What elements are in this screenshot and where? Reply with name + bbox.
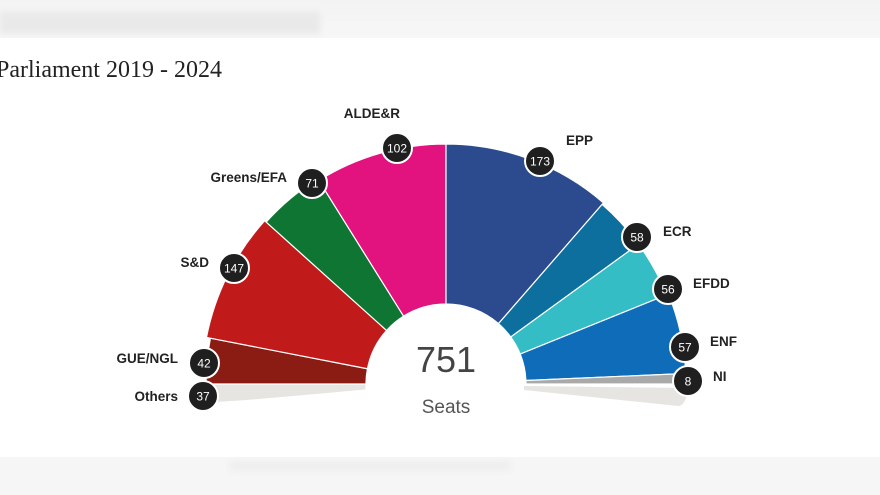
total-seats: 751 bbox=[416, 339, 476, 380]
seat-badge-alde-and-r bbox=[381, 132, 413, 164]
seat-badge-gue-ngl bbox=[188, 347, 220, 379]
chart-title: Parliament 2019 - 2024 bbox=[0, 57, 222, 83]
seat-label-others: 37 Others bbox=[134, 380, 219, 412]
segment-alde-and-r bbox=[317, 143, 447, 317]
party-name-enf: ENF bbox=[710, 334, 737, 349]
seat-count-greens-efa: 71 bbox=[305, 177, 319, 191]
seat-badge-ecr bbox=[621, 221, 653, 253]
seat-label-enf: 57 ENF bbox=[669, 331, 737, 363]
party-name-others: Others bbox=[134, 389, 178, 404]
total-seats-label: Seats bbox=[422, 397, 471, 418]
seat-badge-greens-efa bbox=[296, 167, 328, 199]
party-name-greens-efa: Greens/EFA bbox=[210, 170, 287, 185]
segment-others bbox=[207, 383, 367, 403]
party-name-ecr: ECR bbox=[663, 224, 692, 239]
seat-label-alde-and-r: 102 ALDE&R bbox=[344, 106, 413, 164]
seat-badge-others bbox=[187, 380, 219, 412]
seat-count-epp: 173 bbox=[530, 155, 550, 169]
seat-badge-enf bbox=[669, 331, 701, 363]
seat-badge-ni bbox=[672, 365, 704, 397]
party-name-efdd: EFDD bbox=[693, 276, 730, 291]
seat-count-others: 37 bbox=[196, 390, 210, 404]
footer-strip bbox=[0, 457, 880, 495]
party-name-gue-ngl: GUE/NGL bbox=[116, 351, 178, 366]
seat-label-greens-efa: 71 Greens/EFA bbox=[210, 167, 328, 199]
seat-count-enf: 57 bbox=[678, 341, 692, 355]
seat-badge-s-and-d bbox=[218, 252, 250, 284]
seat-label-gue-ngl: 42 GUE/NGL bbox=[116, 347, 220, 379]
seat-label-epp: 173 EPP bbox=[524, 133, 593, 177]
seat-label-ecr: 58 ECR bbox=[621, 221, 692, 253]
seat-count-s-and-d: 147 bbox=[224, 262, 244, 276]
seat-count-alde-and-r: 102 bbox=[387, 142, 407, 156]
party-name-s-and-d: S&D bbox=[180, 255, 209, 270]
party-name-alde-and-r: ALDE&R bbox=[344, 106, 400, 121]
header-strip bbox=[0, 0, 880, 38]
seat-label-ni: 8 NI bbox=[672, 365, 727, 397]
seat-badge-efdd bbox=[652, 273, 684, 305]
seat-count-efdd: 56 bbox=[661, 283, 675, 297]
chart-shadow-right bbox=[524, 386, 688, 406]
party-name-ni: NI bbox=[713, 369, 727, 384]
seat-label-s-and-d: 147 S&D bbox=[180, 252, 250, 284]
seat-count-gue-ngl: 42 bbox=[197, 357, 211, 371]
segment-s-and-d bbox=[205, 219, 388, 370]
seat-label-efdd: 56 EFDD bbox=[652, 273, 730, 305]
seat-count-ni: 8 bbox=[685, 375, 692, 389]
seat-count-ecr: 58 bbox=[630, 231, 644, 245]
segment-epp bbox=[445, 143, 605, 325]
party-name-epp: EPP bbox=[566, 133, 593, 148]
seat-badge-epp bbox=[524, 145, 556, 177]
